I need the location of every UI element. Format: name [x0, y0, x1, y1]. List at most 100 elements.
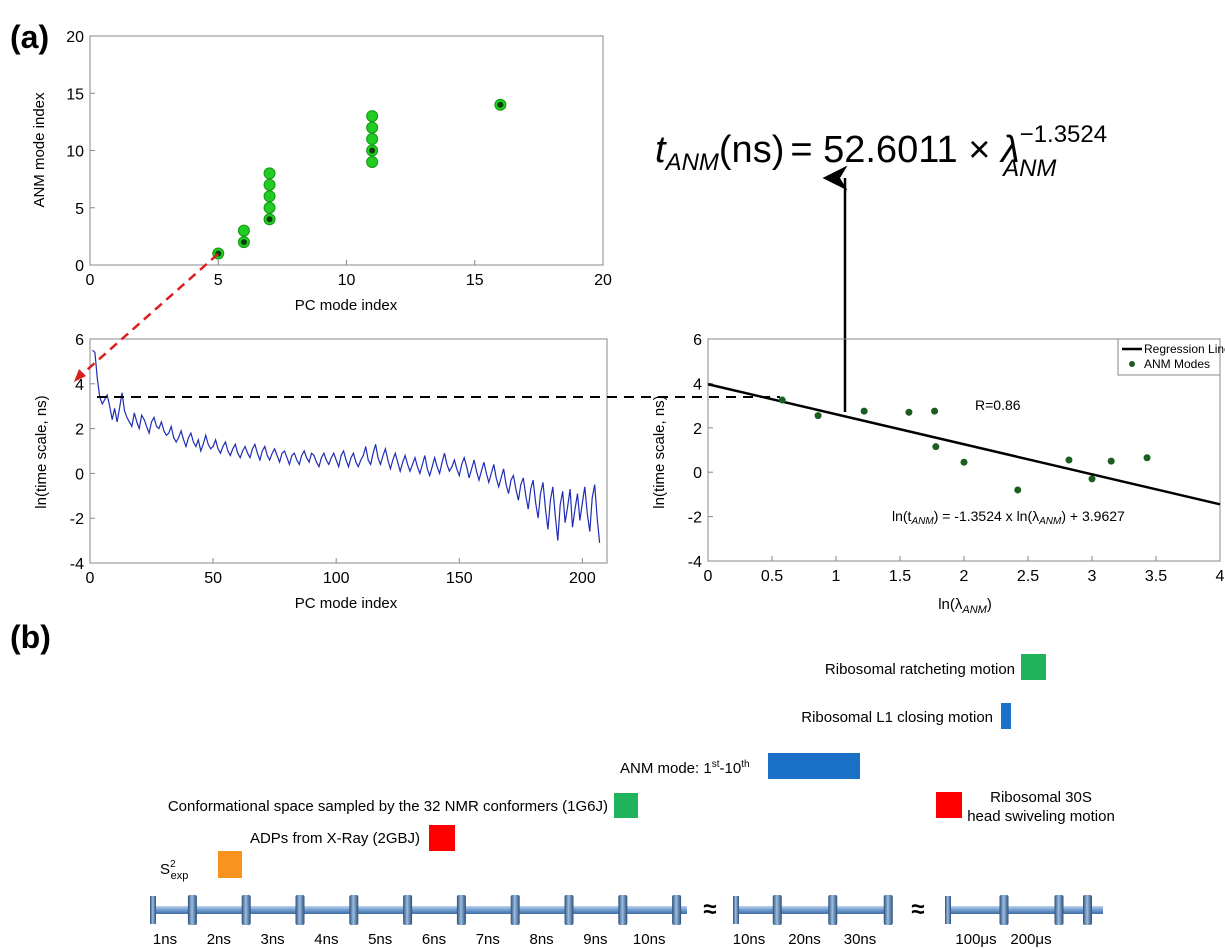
- x-tick-label: 0.5: [761, 568, 783, 585]
- anm-mode-point: [931, 407, 939, 415]
- red-arrowhead: [74, 369, 86, 382]
- x-axis-label: PC mode index: [295, 595, 398, 612]
- event-bar-nmr: [614, 793, 638, 818]
- x-tick-label: 3.5: [1145, 568, 1167, 585]
- r-value-label: R=0.86: [975, 397, 1021, 413]
- x-tick-label: 1.5: [889, 568, 911, 585]
- x-tick-label: 15: [466, 272, 484, 289]
- y-tick-label: -4: [70, 556, 84, 573]
- timeline-label: 5ns: [368, 931, 392, 948]
- timeline-break-symbol: ≈: [703, 896, 716, 923]
- x-tick-label: 50: [204, 570, 222, 587]
- events-panel: Ribosomal ratcheting motion Ribosomal L1…: [160, 654, 1115, 882]
- x-tick-label: 0: [86, 272, 95, 289]
- formula-lambda-sub: ANM: [1001, 155, 1056, 182]
- x-tick-label: 200: [569, 570, 596, 587]
- scatter-point: [366, 121, 379, 134]
- scatter-point-center: [240, 239, 247, 246]
- anm-mode-point: [932, 443, 940, 451]
- x-ticks: 0 0.5 1 1.5 2 2.5 3 3.5 4: [704, 556, 1225, 585]
- x-tick-label: 100: [323, 570, 350, 587]
- timeline-rod: [733, 906, 892, 914]
- anm-mode-points: [778, 396, 1151, 494]
- event-bar-s2: [218, 851, 242, 878]
- event-label-ratcheting: Ribosomal ratcheting motion: [825, 661, 1015, 678]
- event-bar-ratcheting: [1021, 654, 1046, 680]
- pc-timescale-line-chart: 0 50 100 150 200 -4 -2 0 2 4 6 PC mode index ln(t…: [33, 332, 608, 612]
- timeline-tick: [403, 895, 413, 925]
- scatter-point: [263, 167, 276, 180]
- y-tick-label: 4: [693, 376, 702, 393]
- x-axis-label: PC mode index: [295, 297, 398, 314]
- y-tick-label: 6: [693, 332, 702, 349]
- x-tick-label: 150: [446, 570, 473, 587]
- scatter-point: [263, 201, 276, 214]
- legend-box: [1117, 338, 1221, 376]
- formula-rhs: = 52.6011 ×: [790, 129, 1001, 171]
- formula-exp: −1.3524: [1020, 121, 1107, 148]
- event-label-nmr: Conformational space sampled by the 32 N…: [168, 798, 608, 815]
- anm-mode-point: [778, 396, 786, 404]
- y-tick-label: 15: [66, 86, 84, 103]
- y-tick-label: -2: [688, 510, 702, 527]
- y-axis-label: ln(time scale, ns): [33, 395, 50, 508]
- anm-mode-point: [905, 408, 913, 416]
- event-label-anm-modes: ANM mode: 1st-10th: [620, 759, 750, 777]
- timeline-tick: [241, 895, 251, 925]
- y-tick-label: 0: [693, 465, 702, 482]
- y-ticks: -4 -2 0 2 4 6: [70, 332, 95, 573]
- timeline-label: 6ns: [422, 931, 446, 948]
- y-tick-label: 20: [66, 29, 84, 46]
- timeline-tick: [349, 895, 359, 925]
- timeline-rod: [150, 906, 687, 914]
- y-tick-label: -2: [70, 511, 84, 528]
- y-tick-label: -4: [688, 554, 702, 571]
- formula-unit: (ns): [719, 129, 784, 171]
- legend-marker-swatch: [1129, 361, 1135, 367]
- panel-label-a: (a): [10, 19, 49, 55]
- scatter-point-center: [369, 147, 376, 154]
- y-ticks: -4 -2 0 2 4 6: [688, 332, 713, 571]
- formula-t: t: [655, 129, 667, 171]
- plot-frame: [89, 338, 608, 564]
- anm-mode-point: [1107, 457, 1115, 465]
- scatter-points: [212, 98, 507, 260]
- timeline-label: 1ns: [153, 931, 177, 948]
- timeline-tick: [510, 895, 520, 925]
- y-axis-label: ANM mode index: [31, 92, 48, 208]
- timeline-label: 100μs: [955, 931, 996, 948]
- formula-t-sub: ANM: [664, 149, 719, 176]
- x-axis-label: ln(λANM): [938, 596, 992, 616]
- timeline-tick: [828, 895, 838, 925]
- timeline-label: 30ns: [844, 931, 877, 948]
- timeline-label: 10ns: [733, 931, 766, 948]
- scatter-point: [366, 133, 379, 146]
- timeline-label: 3ns: [261, 931, 285, 948]
- event-label-30s-line2: head swiveling motion: [967, 808, 1115, 825]
- y-tick-label: 2: [693, 421, 702, 438]
- event-label-adps: ADPs from X-Ray (2GBJ): [250, 830, 420, 847]
- x-tick-label: 3: [1088, 568, 1097, 585]
- regression-equation: ln(tANM) = -1.3524 x ln(λANM) + 3.9627: [892, 508, 1125, 527]
- timeline-tick: [564, 895, 574, 925]
- formula: tANM(ns) = 52.6011 × λ−1.3524 ANM: [655, 121, 1107, 182]
- timeline-rod: [945, 906, 1103, 914]
- timeline-break-symbol: ≈: [911, 896, 924, 923]
- timeline-tick: [672, 895, 682, 925]
- scatter-point: [263, 190, 276, 203]
- timeline-label: 9ns: [583, 931, 607, 948]
- timeline-tick: [187, 895, 197, 925]
- timeline-end-cap: [733, 896, 739, 924]
- timeline-tick: [456, 895, 466, 925]
- event-bar-adps: [429, 825, 455, 851]
- timeline-end-cap: [150, 896, 156, 924]
- x-ticks: 0 50 100 150 200: [86, 558, 596, 587]
- x-tick-label: 20: [594, 272, 612, 289]
- timescale-series-line: [92, 349, 601, 543]
- event-label-l1-closing: Ribosomal L1 closing motion: [801, 709, 993, 726]
- timeline-tick: [883, 895, 893, 925]
- x-tick-label: 10: [338, 272, 356, 289]
- x-tick-label: 0: [86, 570, 95, 587]
- y-tick-label: 4: [75, 377, 84, 394]
